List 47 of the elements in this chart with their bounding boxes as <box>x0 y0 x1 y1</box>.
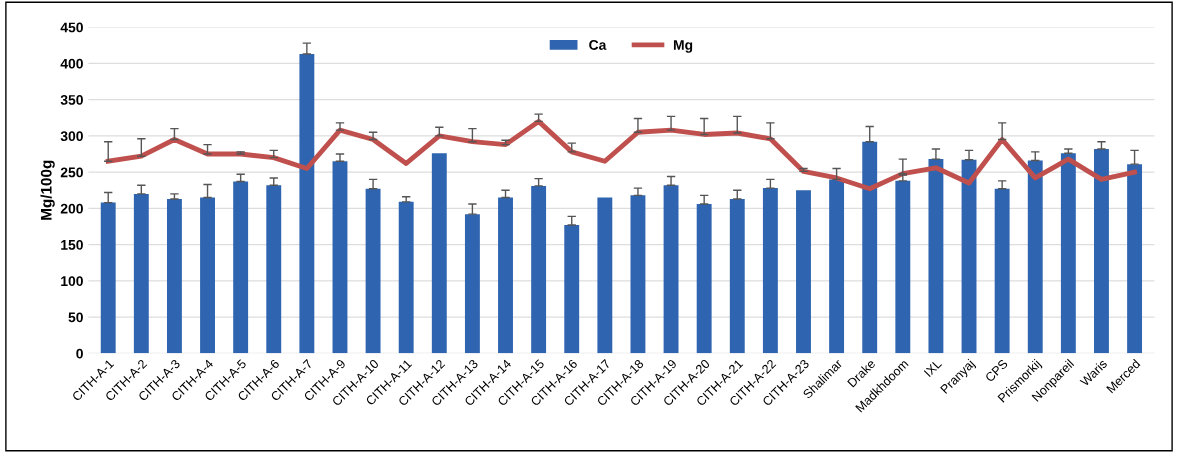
bar <box>895 180 911 354</box>
line-series <box>105 118 1137 192</box>
y-tick-label: 0 <box>76 348 83 359</box>
bar <box>961 159 977 354</box>
bar <box>1027 160 1043 354</box>
bar <box>464 214 480 354</box>
bar <box>100 202 116 354</box>
bar <box>431 153 447 354</box>
y-tick-label: 300 <box>60 131 83 142</box>
legend-label: Mg <box>673 40 693 53</box>
y-tick-label: 400 <box>60 58 83 69</box>
bar <box>928 159 944 354</box>
y-axis-title: Mg/100g <box>40 160 55 220</box>
bar <box>498 197 513 354</box>
y-tick-label: 200 <box>60 203 83 214</box>
bar <box>829 179 845 354</box>
bar <box>696 204 712 354</box>
bar <box>398 201 414 354</box>
bar <box>762 188 778 354</box>
bar <box>299 54 315 354</box>
bar <box>332 161 348 354</box>
y-tick-label: 50 <box>68 312 83 323</box>
bar <box>1060 153 1076 354</box>
bar <box>1127 164 1143 354</box>
x-tick-label: IXL <box>923 358 943 378</box>
y-tick-label: 250 <box>60 167 83 178</box>
bar <box>266 185 282 354</box>
bar <box>597 197 613 354</box>
y-tick-label: 150 <box>61 239 83 250</box>
bar <box>663 185 679 354</box>
bar <box>994 188 1010 354</box>
bar <box>564 225 580 354</box>
bar <box>133 193 149 354</box>
bar <box>365 188 381 354</box>
y-tick-label: 450 <box>60 22 83 33</box>
bar <box>862 141 878 354</box>
y-tick-label: 100 <box>61 276 83 287</box>
bar <box>796 190 811 354</box>
bar <box>1094 148 1109 354</box>
bar <box>233 181 249 354</box>
legend-label: Ca <box>589 40 607 50</box>
bar <box>166 198 182 354</box>
y-tick-label: 350 <box>60 94 83 105</box>
bar <box>531 185 547 354</box>
bar <box>729 198 745 354</box>
bar <box>630 195 646 354</box>
bar <box>200 197 215 354</box>
